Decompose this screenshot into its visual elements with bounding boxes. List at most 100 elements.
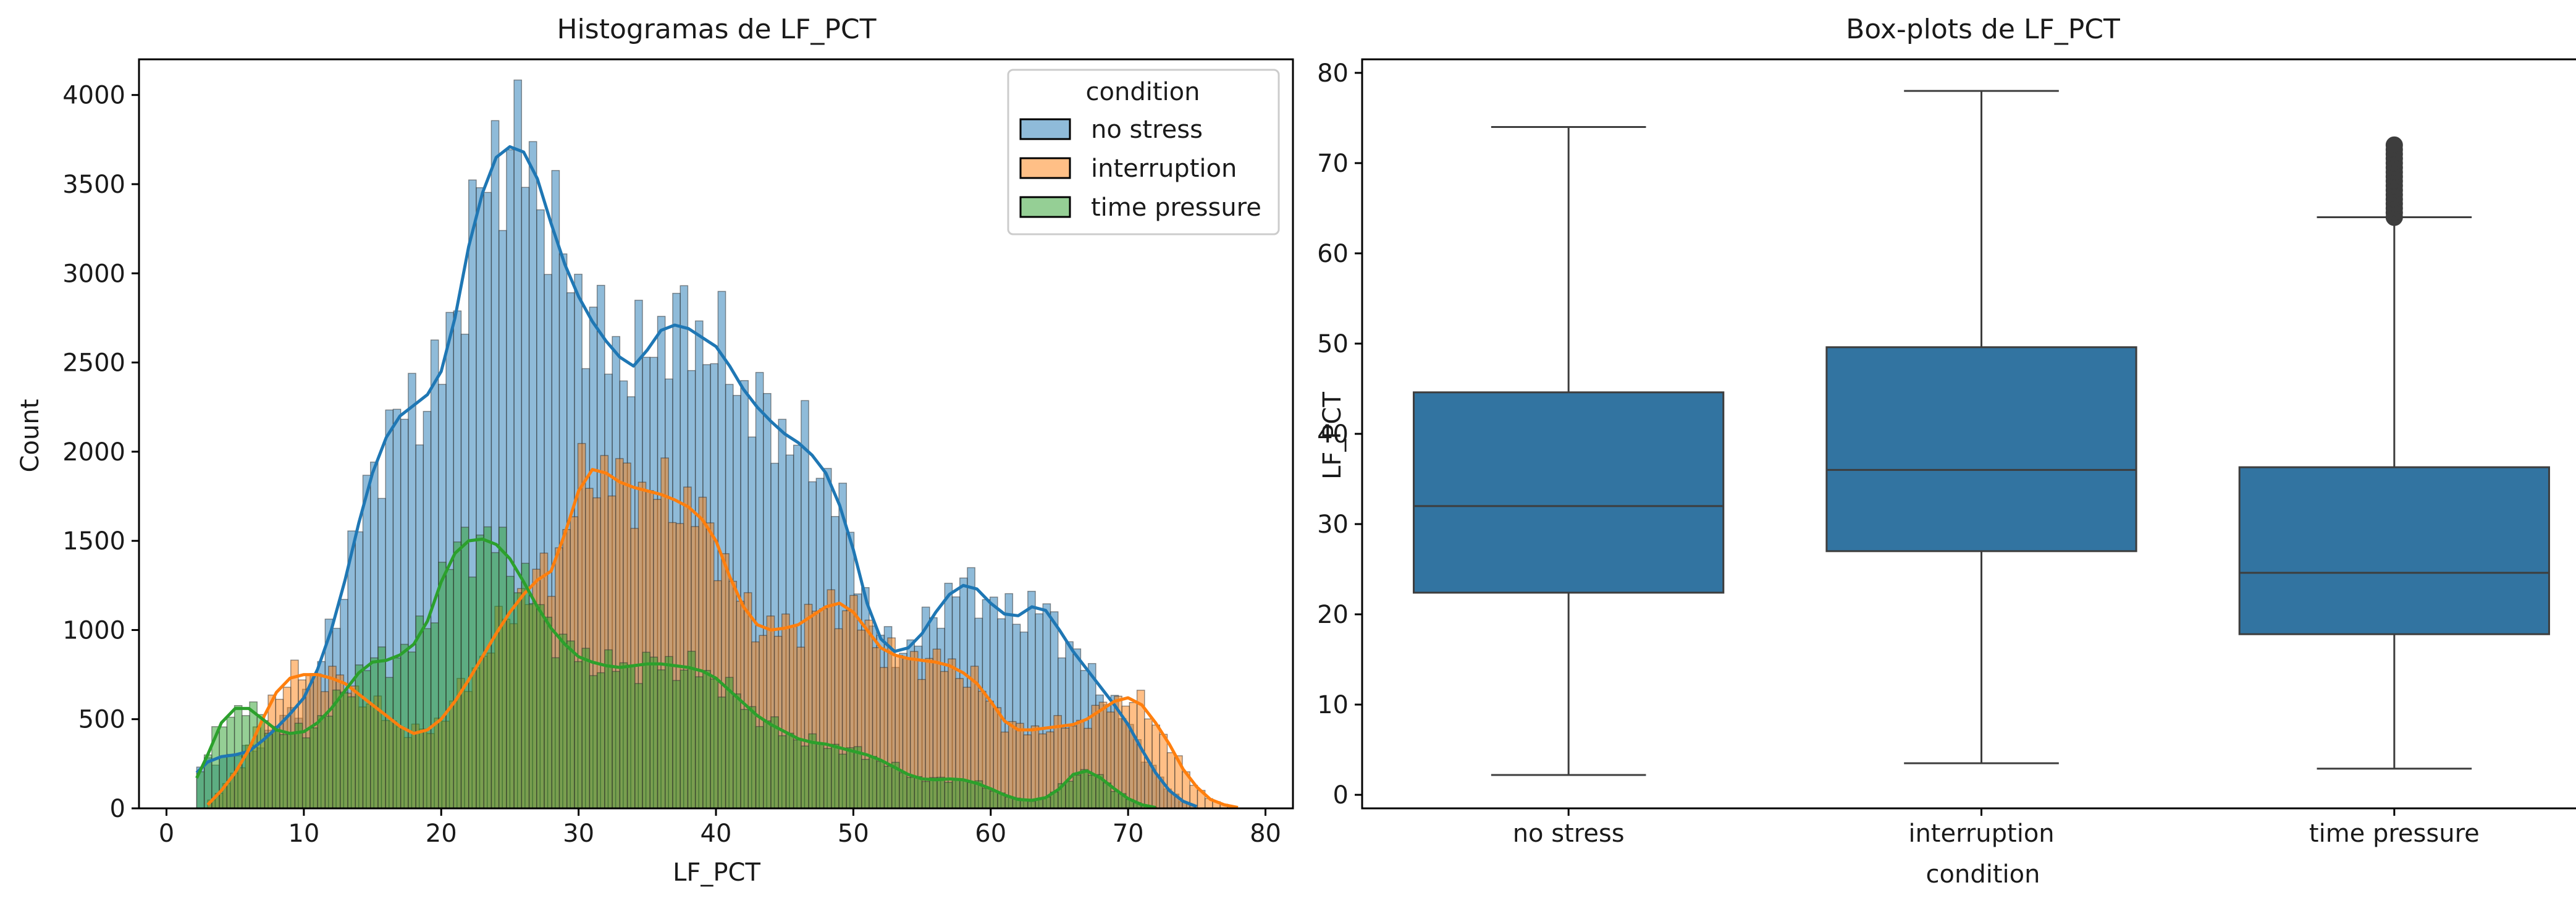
hist-y-tick-label: 2500 bbox=[62, 349, 125, 378]
hist-bar-time-pressure bbox=[982, 787, 991, 809]
hist-bar-time-pressure bbox=[528, 603, 537, 809]
hist-bar-time-pressure bbox=[219, 726, 228, 809]
boxplot-marks bbox=[1413, 90, 2550, 776]
hist-bar-time-pressure bbox=[876, 761, 885, 809]
hist-bar-time-pressure bbox=[430, 622, 439, 809]
hist-bar-time-pressure bbox=[551, 657, 560, 809]
hist-y-tick-label: 2000 bbox=[62, 438, 125, 467]
hist-bar-time-pressure bbox=[883, 766, 893, 809]
hist-bar-time-pressure bbox=[513, 592, 523, 809]
hist-bar-time-pressure bbox=[612, 671, 621, 809]
hist-bar-time-pressure bbox=[589, 675, 598, 809]
hist-bar-time-pressure bbox=[423, 628, 432, 809]
hist-bar-time-pressure bbox=[558, 633, 568, 809]
box-y-tick-label: 20 bbox=[1317, 601, 1349, 629]
hist-bar-time-pressure bbox=[680, 669, 689, 809]
hist-bar-time-pressure bbox=[596, 672, 605, 809]
hist-bar-time-pressure bbox=[521, 562, 530, 809]
hist-bar-time-pressure bbox=[272, 726, 280, 809]
boxplot-frame bbox=[1361, 58, 2576, 810]
hist-bar-time-pressure bbox=[324, 716, 334, 809]
hist-bar-time-pressure bbox=[581, 648, 591, 809]
hist-bar-time-pressure bbox=[355, 664, 364, 809]
histogram-frame bbox=[138, 58, 1294, 810]
hist-bar-time-pressure bbox=[1087, 774, 1096, 809]
legend-title: condition bbox=[1086, 78, 1200, 106]
histogram-y-axis-label: Count bbox=[16, 399, 44, 473]
hist-bar-time-pressure bbox=[823, 748, 832, 809]
hist-bar-time-pressure bbox=[476, 534, 484, 809]
hist-x-tick-label: 30 bbox=[563, 819, 594, 848]
hist-bar-time-pressure bbox=[725, 677, 734, 809]
hist-bar-time-pressure bbox=[944, 782, 953, 809]
histogram-panel: Histogramas de LF_PCT 0 10 20 30 40 50 60 70 800… bbox=[16, 14, 1294, 887]
hist-bar-time-pressure bbox=[914, 776, 923, 809]
hist-x-tick-label: 60 bbox=[975, 819, 1006, 848]
hist-x-tick-label: 20 bbox=[426, 819, 457, 848]
hist-bar-time-pressure bbox=[490, 552, 500, 809]
hist-bar-time-pressure bbox=[574, 661, 583, 809]
hist-bar-time-pressure bbox=[264, 732, 273, 809]
iqr-box bbox=[2238, 466, 2550, 635]
hist-bar-time-pressure bbox=[498, 527, 507, 809]
hist-bar-time-pressure bbox=[793, 739, 802, 809]
legend-swatch-interruption bbox=[1019, 157, 1071, 179]
hist-bar-time-pressure bbox=[778, 735, 787, 809]
hist-bar-time-pressure bbox=[710, 678, 719, 809]
hist-bar-interruption bbox=[1023, 734, 1032, 809]
hist-bar-time-pressure bbox=[332, 689, 341, 809]
hist-bar-time-pressure bbox=[899, 772, 907, 809]
legend-label-no-stress: no stress bbox=[1091, 116, 1203, 144]
hist-bar-time-pressure bbox=[672, 680, 681, 809]
outlier-point bbox=[2385, 136, 2403, 154]
hist-bar-time-pressure bbox=[385, 677, 394, 809]
hist-bar-time-pressure bbox=[853, 746, 862, 809]
hist-bar-time-pressure bbox=[536, 604, 545, 809]
hist-bar-time-pressure bbox=[1065, 781, 1074, 809]
legend-frame bbox=[1007, 69, 1280, 235]
hist-bar-time-pressure bbox=[733, 693, 741, 809]
hist-x-tick-label: 80 bbox=[1250, 819, 1281, 848]
histogram-x-axis-label: LF_PCT bbox=[673, 858, 760, 887]
hist-bar-time-pressure bbox=[626, 664, 636, 809]
iqr-box bbox=[1825, 346, 2137, 552]
hist-x-tick-label: 70 bbox=[1113, 819, 1144, 848]
boxplot-time-pressure bbox=[2238, 136, 2550, 770]
hist-bar-time-pressure bbox=[755, 726, 764, 809]
hist-bar-time-pressure bbox=[989, 790, 998, 809]
histogram-axes: 0 10 20 30 40 50 60 70 80 0 500 1000 1500 2000 2500 300… bbox=[62, 82, 1281, 848]
hist-bar-time-pressure bbox=[340, 692, 348, 809]
iqr-box bbox=[1413, 391, 1725, 594]
hist-bar-time-pressure bbox=[619, 662, 628, 809]
hist-bar-time-pressure bbox=[801, 745, 809, 809]
hist-bar-time-pressure bbox=[362, 670, 371, 809]
hist-bar-time-pressure bbox=[808, 733, 817, 809]
hist-x-tick-label: 10 bbox=[288, 819, 319, 848]
box-y-tick-label: 50 bbox=[1317, 330, 1349, 358]
boxplot-title: Box-plots de LF_PCT bbox=[1846, 14, 2120, 45]
hist-bar-time-pressure bbox=[642, 651, 650, 809]
box-y-tick-label: 40 bbox=[1317, 420, 1349, 449]
hist-bar-time-pressure bbox=[831, 743, 840, 809]
hist-bar-time-pressure bbox=[815, 742, 825, 809]
hist-bar-time-pressure bbox=[785, 732, 794, 809]
hist-bar-time-pressure bbox=[392, 657, 402, 809]
hist-bar-time-pressure bbox=[294, 722, 303, 809]
hist-bar-time-pressure bbox=[694, 676, 704, 809]
hist-y-tick-label: 1000 bbox=[62, 616, 125, 645]
hist-bar-time-pressure bbox=[453, 541, 462, 809]
hist-bar-time-pressure bbox=[226, 716, 235, 809]
hist-bar-time-pressure bbox=[483, 526, 492, 809]
hist-bar-time-pressure bbox=[370, 657, 379, 809]
boxplot-panel: Box-plots de LF_PCT no stress interruptio… bbox=[1317, 14, 2576, 889]
hist-y-tick-label: 3500 bbox=[62, 171, 125, 199]
hist-x-tick-label: 0 bbox=[159, 819, 174, 848]
hist-bars-time-pressure bbox=[196, 526, 1157, 809]
hist-bar-time-pressure bbox=[438, 561, 447, 809]
hist-bar-time-pressure bbox=[937, 776, 945, 809]
hist-bar-time-pressure bbox=[649, 656, 659, 809]
hist-bar-time-pressure bbox=[951, 778, 961, 809]
legend-swatch-no-stress bbox=[1019, 118, 1071, 140]
hist-bar-time-pressure bbox=[287, 732, 296, 809]
